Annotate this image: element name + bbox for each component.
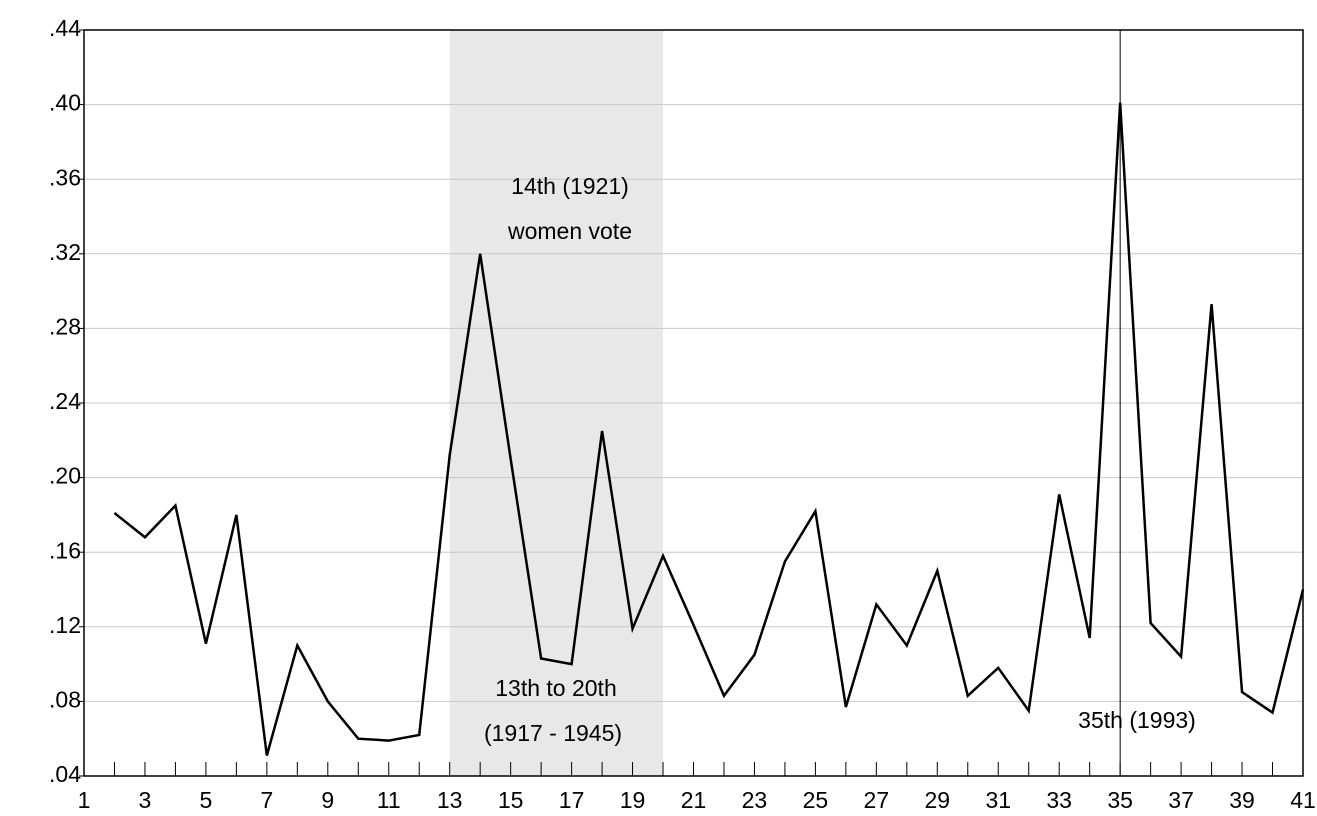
annotation: 13th to 20th	[495, 675, 617, 701]
y-tick-label: .08	[49, 686, 81, 712]
annotation: women vote	[507, 218, 632, 244]
x-tick-label: 37	[1168, 787, 1194, 813]
y-tick-label: .36	[49, 164, 81, 190]
x-tick-label: 41	[1290, 787, 1316, 813]
x-tick-label: 33	[1046, 787, 1072, 813]
x-tick-label: 5	[200, 787, 213, 813]
x-tick-label: 29	[925, 787, 951, 813]
annotation: (1917 - 1945)	[484, 720, 622, 746]
x-tick-label: 39	[1229, 787, 1255, 813]
x-tick-label: 13	[437, 787, 463, 813]
y-tick-label: .04	[49, 761, 81, 787]
plot-frame	[83, 29, 1304, 777]
x-tick-label: 25	[803, 787, 829, 813]
annotation: 14th (1921)	[511, 173, 629, 199]
x-tick-label: 15	[498, 787, 524, 813]
x-tick-label: 19	[620, 787, 646, 813]
y-tick-label: .40	[49, 90, 81, 116]
x-tick-label: 17	[559, 787, 585, 813]
x-tick-label: 7	[260, 787, 273, 813]
y-tick-label: .44	[49, 15, 81, 41]
x-tick-label: 23	[742, 787, 768, 813]
x-tick-label: 1	[78, 787, 91, 813]
annotation: 35th (1993)	[1078, 707, 1196, 733]
x-tick-label: 35	[1107, 787, 1133, 813]
x-tick-label: 9	[321, 787, 334, 813]
y-tick-label: .16	[49, 537, 81, 563]
x-tick-label: 3	[139, 787, 152, 813]
x-tick-label: 11	[377, 787, 401, 813]
x-tick-label: 27	[864, 787, 890, 813]
y-tick-label: .20	[49, 463, 81, 489]
y-tick-label: .32	[49, 239, 81, 265]
x-tick-label: 21	[681, 787, 707, 813]
y-tick-label: .24	[49, 388, 81, 414]
y-tick-label: .12	[49, 612, 81, 638]
data-line	[113, 102, 1305, 756]
y-tick-label: .28	[49, 313, 81, 339]
x-tick-label: 31	[985, 787, 1011, 813]
